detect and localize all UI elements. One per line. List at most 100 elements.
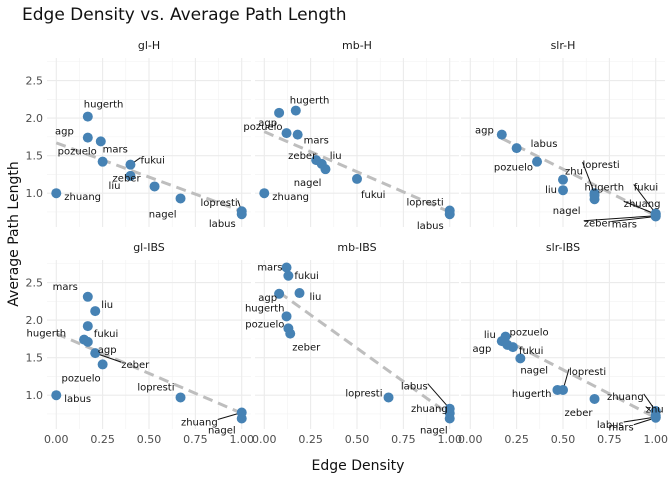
- point-label: labus: [417, 221, 444, 232]
- y-tick-label: 1.5: [26, 352, 44, 365]
- point-label: pozuelo: [245, 319, 284, 330]
- point-slr-h-pozuelo: [532, 157, 542, 167]
- point-gl-ibs-mars: [83, 292, 93, 302]
- point-label: zhu: [565, 167, 583, 178]
- point-slr-h-labus: [512, 143, 522, 153]
- point-slr-h-agp: [497, 130, 507, 140]
- point-label: liu: [330, 151, 342, 162]
- point-gl-ibs-labus: [51, 390, 61, 400]
- point-mb-h-hugerth: [291, 106, 301, 116]
- point-label: zeber: [288, 151, 317, 162]
- y-axis-label: Average Path Length: [6, 161, 22, 306]
- point-mb-ibs-zeber: [285, 329, 295, 339]
- point-label: fukui: [361, 190, 385, 201]
- x-tick-label: 0.50: [551, 433, 576, 446]
- point-label: zhuang: [64, 192, 101, 203]
- x-tick-label: 0.50: [345, 433, 370, 446]
- point-label: agp: [55, 127, 74, 138]
- point-label: zeber: [292, 343, 321, 354]
- point-label: liu: [101, 300, 113, 311]
- panel-title-gl-ibs: gl-IBS: [133, 241, 165, 254]
- point-label: fukui: [634, 182, 658, 193]
- panels-group: gl-Hhugerthagppozuelo marsfukuiliuzeberna…: [26, 39, 668, 446]
- point-mb-h-zhuang: [259, 188, 269, 198]
- point-label: lopresti: [345, 388, 382, 399]
- point-label: agp: [475, 126, 494, 137]
- point-label: hugerth: [290, 96, 330, 107]
- x-tick-label: 0.00: [458, 433, 483, 446]
- point-label: nagel: [294, 178, 322, 189]
- point-label: labus: [64, 394, 91, 405]
- point-label: mars: [257, 263, 282, 274]
- panel-slr-ibs: slr-IBS liu pozuelo agp fukui nagel hugerth lop…: [458, 241, 668, 446]
- panel-title-gl-h: gl-H: [138, 39, 160, 52]
- point-mb-ibs-fukui: [283, 271, 293, 281]
- point-mb-h-pozuelo: [282, 128, 292, 138]
- point-label: mars: [103, 145, 128, 156]
- x-tick-label: 0.25: [90, 433, 115, 446]
- point-gl-ibs-agp: [83, 337, 93, 347]
- point-label: liu: [545, 185, 557, 196]
- point-label: zeber: [584, 219, 613, 230]
- point-gl-h-zhuang: [51, 188, 61, 198]
- x-tick-label: 1.00: [229, 433, 254, 446]
- y-tick-label: 1.0: [26, 187, 44, 200]
- y-tick-label: 2.5: [26, 75, 44, 88]
- point-label: lopresti: [137, 382, 174, 393]
- point-mb-h-fukui: [352, 174, 362, 184]
- x-tick-label: 0.50: [137, 433, 162, 446]
- point-label: fukui: [294, 271, 318, 282]
- point-slr-ibs-zeber: [590, 394, 600, 404]
- point-label: fukui: [94, 329, 118, 340]
- point-label: zhuang: [624, 199, 661, 210]
- x-tick-label: 0.25: [298, 433, 323, 446]
- x-tick-label: 0.75: [183, 433, 208, 446]
- y-tick-label: 2.0: [26, 314, 44, 327]
- point-label: fukui: [519, 346, 543, 357]
- point-label: hugerth: [585, 182, 625, 193]
- point-slr-ibs-lopresti: [558, 385, 568, 395]
- point-label: liu: [484, 330, 496, 341]
- point-label: labus: [209, 219, 236, 230]
- x-axis-label: Edge Density: [312, 458, 405, 474]
- point-mb-ibs-liu: [295, 288, 305, 298]
- point-label: hugerth: [512, 389, 552, 400]
- point-gl-h-mars: [98, 157, 108, 167]
- point-gl-h-agp: [83, 133, 93, 143]
- y-tick-label: 2.5: [26, 277, 44, 290]
- point-label: lopresti: [407, 197, 444, 208]
- x-tick-label: 0.75: [597, 433, 622, 446]
- x-tick-label: 1.00: [643, 433, 668, 446]
- x-tick-label: 0.00: [44, 433, 69, 446]
- point-gl-h-fukui: [125, 160, 135, 170]
- x-tick-label: 0.25: [504, 433, 529, 446]
- point-label: lopresti: [583, 160, 620, 171]
- point-mb-h-nagel: [320, 164, 330, 174]
- point-label: fukui: [140, 156, 164, 167]
- point-slr-h-nagel: [590, 194, 600, 204]
- point-gl-ibs-lopresti: [176, 392, 186, 402]
- panel-title-mb-ibs: mb-IBS: [337, 241, 376, 254]
- point-mb-h-mars: [293, 130, 303, 140]
- point-label: mars: [304, 136, 329, 147]
- point-label: pozuelo: [243, 122, 282, 133]
- panel-mb-ibs: mb-IBS mars fukui agp liu hugerth pozuelo zeber…: [245, 241, 462, 446]
- panel-title-slr-h: slr-H: [551, 39, 576, 52]
- point-label: hugerth: [27, 329, 67, 340]
- x-tick-label: 0.00: [252, 433, 277, 446]
- point-label: nagel: [553, 206, 581, 217]
- point-label: agp: [98, 345, 117, 356]
- panel-slr-h: slr-Hagplabuspozuelo zhuliuloprestihugert…: [461, 39, 665, 230]
- point-label: zeber: [565, 408, 594, 419]
- y-tick-label: 1.5: [26, 150, 44, 163]
- point-label: mars: [53, 282, 78, 293]
- point-mb-ibs-mars: [282, 263, 292, 273]
- point-label: labus: [531, 139, 558, 150]
- point-label: zeber: [121, 360, 150, 371]
- y-tick-label: 1.0: [26, 389, 44, 402]
- point-label: nagel: [520, 365, 548, 376]
- point-slr-h-liu: [558, 185, 568, 195]
- point-label: zhuang: [411, 404, 448, 415]
